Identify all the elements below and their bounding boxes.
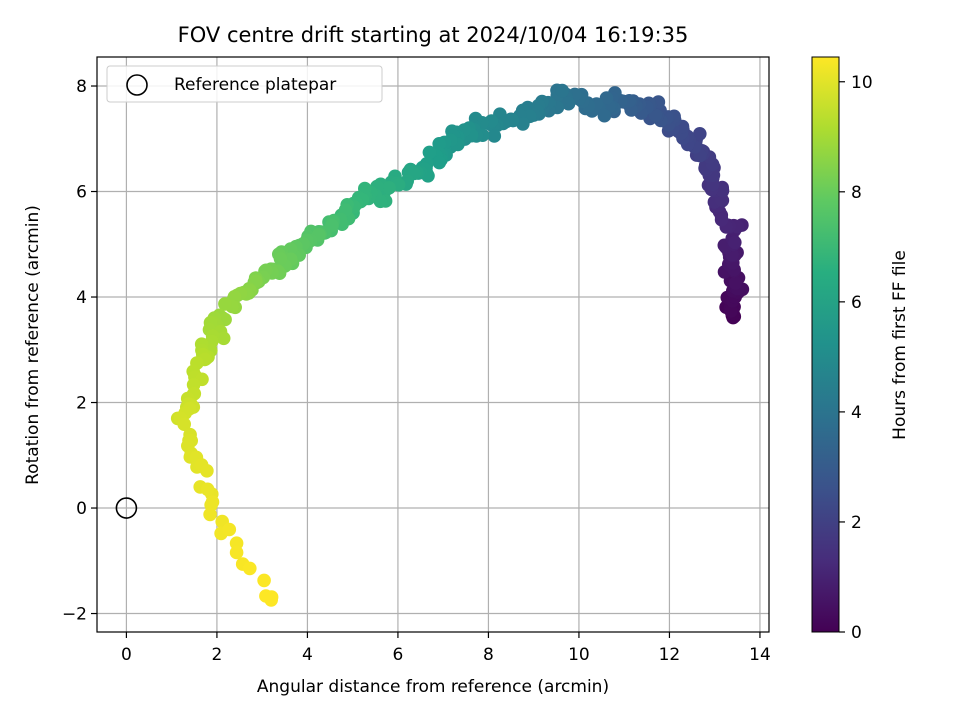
data-point (715, 183, 730, 198)
data-point (177, 417, 191, 432)
y-ticks: −2 0 2 4 6 8 (62, 77, 97, 625)
colorbar-gradient (812, 57, 839, 632)
y-tick-label: 8 (76, 77, 87, 97)
x-tick-label: 8 (483, 645, 494, 665)
y-tick-label: 6 (76, 183, 87, 203)
data-point (693, 127, 707, 141)
x-axis-title: Angular distance from reference (arcmin) (257, 677, 609, 697)
data-point (599, 91, 614, 105)
x-ticks: 0 2 4 6 8 10 12 14 (121, 632, 771, 665)
y-tick-label: 0 (76, 499, 87, 519)
data-point (216, 331, 231, 346)
data-point (200, 482, 215, 497)
colorbar: 0 2 4 6 8 10 Hours from first FF file (811, 56, 910, 643)
data-point (205, 495, 220, 509)
colorbar-tick-label: 10 (851, 73, 873, 93)
legend: Reference platepar (106, 65, 383, 103)
data-point (432, 137, 447, 151)
data-point (714, 212, 729, 227)
legend-box (106, 65, 383, 103)
x-tick-label: 12 (659, 645, 681, 665)
reference-marker (115, 497, 138, 519)
colorbar-tick-label: 8 (851, 183, 862, 203)
y-tick-label: 4 (76, 288, 87, 308)
colorbar-frame (811, 56, 840, 633)
colorbar-ticks: 0 2 4 6 8 10 (839, 73, 873, 643)
data-point (222, 522, 237, 537)
plot-frame (96, 56, 770, 633)
data-point (229, 536, 244, 550)
data-point (555, 84, 569, 98)
data-point (487, 129, 502, 143)
data-point (422, 145, 437, 160)
data-point (264, 593, 279, 607)
chart-title: FOV centre drift starting at 2024/10/04 … (178, 23, 689, 47)
x-tick-label: 0 (121, 645, 132, 665)
data-point (597, 108, 612, 123)
x-tick-label: 10 (568, 645, 590, 665)
colorbar-tick-label: 0 (851, 623, 862, 643)
x-tick-label: 14 (749, 645, 771, 665)
data-point (218, 297, 232, 311)
x-tick-label: 4 (302, 645, 313, 665)
scatter-points (170, 83, 750, 607)
x-tick-label: 2 (212, 645, 223, 665)
y-tick-label: −2 (62, 605, 87, 625)
data-point (243, 561, 257, 576)
data-point (229, 545, 244, 560)
data-point (382, 181, 396, 195)
data-point (273, 251, 288, 266)
data-point (724, 304, 738, 318)
data-point (432, 155, 447, 170)
data-point (257, 573, 271, 588)
legend-label: Reference platepar (174, 75, 336, 95)
y-tick-label: 2 (76, 394, 87, 414)
colorbar-tick-label: 6 (851, 293, 862, 313)
colorbar-tick-label: 2 (851, 513, 862, 533)
x-tick-label: 6 (393, 645, 404, 665)
colorbar-tick-label: 4 (851, 403, 862, 423)
legend-marker (126, 74, 148, 96)
plot-area: 0 2 4 6 8 10 12 14 −2 0 2 4 6 8 (62, 56, 771, 665)
data-point (203, 507, 217, 522)
data-point (728, 276, 743, 290)
y-axis-title: Rotation from reference (arcmin) (23, 205, 43, 485)
data-point (648, 108, 663, 123)
colorbar-title: Hours from first FF file (890, 250, 910, 440)
data-point (200, 464, 214, 478)
data-point (728, 235, 742, 250)
